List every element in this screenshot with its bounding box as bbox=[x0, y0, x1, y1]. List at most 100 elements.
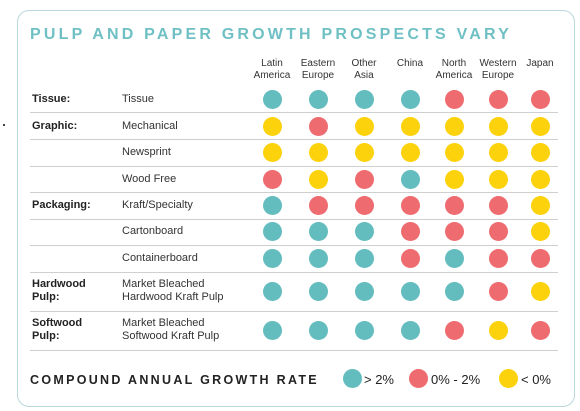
rating-dot-teal bbox=[308, 89, 328, 109]
row-divider bbox=[30, 139, 558, 140]
chart-title: PULP AND PAPER GROWTH PROSPECTS VARY bbox=[30, 26, 513, 43]
row-divider bbox=[30, 192, 558, 193]
label-line: Market Bleached bbox=[122, 278, 205, 290]
column-header: Latin America bbox=[244, 58, 300, 82]
row-divider bbox=[30, 350, 558, 351]
product-label: Newsprint bbox=[122, 146, 171, 159]
column-header: Other Asia bbox=[336, 58, 392, 82]
rating-dot-yellow bbox=[530, 221, 550, 241]
rating-dot-teal bbox=[308, 320, 328, 340]
label-line: Europe bbox=[481, 70, 515, 81]
product-label: Tissue bbox=[122, 93, 154, 106]
row-divider bbox=[30, 166, 558, 167]
stray-mark bbox=[3, 124, 5, 126]
rating-dot-red bbox=[530, 248, 550, 268]
column-header: China bbox=[382, 58, 438, 70]
label-line: Mechanical bbox=[122, 119, 178, 132]
row-divider bbox=[30, 219, 558, 220]
column-header: Japan bbox=[512, 58, 568, 70]
rating-dot-teal bbox=[262, 248, 282, 268]
label-line: Hardwood bbox=[32, 278, 86, 290]
label-line: Latin bbox=[261, 58, 283, 69]
product-label: Wood Free bbox=[122, 173, 176, 186]
column-header: Eastern Europe bbox=[290, 58, 346, 82]
product-label: Cartonboard bbox=[122, 225, 183, 238]
rating-dot-yellow bbox=[262, 142, 282, 162]
product-label: Mechanical bbox=[122, 120, 178, 133]
rating-dot-yellow bbox=[530, 142, 550, 162]
label-line: Hardwood Kraft Pulp bbox=[122, 291, 224, 303]
label-line: America bbox=[253, 70, 291, 81]
legend-dot-red bbox=[409, 369, 428, 388]
rating-dot-teal bbox=[354, 221, 374, 241]
category-label: Softwood Pulp: bbox=[32, 317, 82, 343]
label-line: North bbox=[441, 58, 467, 69]
legend-label: < 0% bbox=[521, 372, 551, 387]
rating-dot-red bbox=[444, 195, 464, 215]
rating-dot-yellow bbox=[444, 169, 464, 189]
label-line: Newsprint bbox=[122, 145, 171, 158]
rating-dot-teal bbox=[354, 89, 374, 109]
rating-dot-red bbox=[444, 89, 464, 109]
rating-dot-red bbox=[308, 116, 328, 136]
label-line: Kraft/Specialty bbox=[122, 198, 193, 211]
legend-label: > 2% bbox=[364, 372, 394, 387]
category-label: Packaging: bbox=[32, 199, 91, 212]
rating-dot-yellow bbox=[400, 116, 420, 136]
rating-dot-yellow bbox=[530, 195, 550, 215]
rating-dot-teal bbox=[354, 248, 374, 268]
rating-dot-red bbox=[262, 169, 282, 189]
label-line: Wood Free bbox=[122, 172, 177, 185]
label-line: America bbox=[435, 70, 473, 81]
category-label: Graphic: bbox=[32, 120, 77, 133]
category-label: Tissue: bbox=[32, 93, 70, 106]
legend-title: COMPOUND ANNUAL GROWTH RATE bbox=[30, 373, 319, 387]
rating-dot-teal bbox=[354, 320, 374, 340]
rating-dot-yellow bbox=[488, 142, 508, 162]
label-line: Market Bleached bbox=[122, 317, 205, 329]
chart-frame bbox=[17, 10, 575, 407]
rating-dot-red bbox=[444, 320, 464, 340]
label-line: Tissue bbox=[122, 92, 154, 105]
row-divider bbox=[30, 272, 558, 273]
rating-dot-red bbox=[444, 221, 464, 241]
rating-dot-yellow bbox=[354, 142, 374, 162]
label-line: Softwood bbox=[32, 317, 83, 329]
rating-dot-yellow bbox=[488, 169, 508, 189]
product-label: Containerboard bbox=[122, 252, 198, 265]
column-header: North America bbox=[426, 58, 482, 82]
label-line: Pulp: bbox=[32, 291, 60, 303]
rating-dot-teal bbox=[444, 248, 464, 268]
legend-dot-teal bbox=[343, 369, 362, 388]
rating-dot-red bbox=[400, 221, 420, 241]
rating-dot-yellow bbox=[444, 116, 464, 136]
rating-dot-yellow bbox=[444, 142, 464, 162]
legend-dot-yellow bbox=[499, 369, 518, 388]
rating-dot-red bbox=[488, 281, 508, 301]
rating-dot-yellow bbox=[488, 320, 508, 340]
label-line: Other bbox=[351, 58, 377, 69]
row-divider bbox=[30, 112, 558, 113]
rating-dot-teal bbox=[308, 281, 328, 301]
rating-dot-yellow bbox=[530, 116, 550, 136]
rating-dot-yellow bbox=[530, 281, 550, 301]
row-divider bbox=[30, 311, 558, 312]
legend-label: 0% - 2% bbox=[431, 372, 481, 387]
rating-dot-red bbox=[488, 89, 508, 109]
rating-dot-red bbox=[488, 195, 508, 215]
label-line: Graphic: bbox=[32, 119, 78, 132]
label-line: Western bbox=[479, 58, 517, 69]
rating-dot-teal bbox=[262, 281, 282, 301]
rating-dot-teal bbox=[262, 320, 282, 340]
label-line: Eastern bbox=[300, 58, 336, 69]
rating-dot-teal bbox=[262, 195, 282, 215]
rating-dot-red bbox=[400, 248, 420, 268]
rating-dot-yellow bbox=[488, 116, 508, 136]
column-header: Western Europe bbox=[470, 58, 526, 82]
rating-dot-teal bbox=[400, 320, 420, 340]
rating-dot-red bbox=[530, 320, 550, 340]
rating-dot-red bbox=[354, 195, 374, 215]
rating-dot-red bbox=[488, 248, 508, 268]
label-line: Containerboard bbox=[122, 251, 198, 264]
rating-dot-yellow bbox=[530, 169, 550, 189]
